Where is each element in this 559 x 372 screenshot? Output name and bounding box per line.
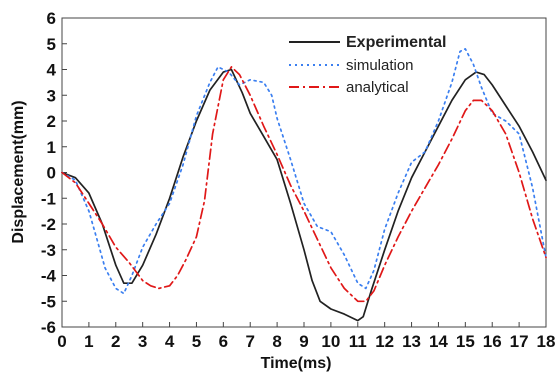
x-tick-label: 13 — [402, 332, 421, 351]
x-tick-label: 11 — [349, 332, 367, 351]
series-line-analytical — [61, 66, 547, 303]
y-tick-label: 4 — [47, 61, 57, 80]
x-tick-label: 6 — [219, 332, 228, 351]
x-tick-label: 9 — [299, 332, 308, 351]
x-tick-label: 7 — [245, 332, 254, 351]
x-axis-ticks: 0 1 2 3 4 5 6 7 8 9 10 11 12 13 14 15 16 17 18 — [57, 322, 555, 351]
y-tick-label: -4 — [41, 267, 57, 286]
x-tick-label: 14 — [429, 332, 448, 351]
y-tick-label: -2 — [41, 215, 56, 234]
y-tick-label: 3 — [47, 86, 56, 105]
series-line-experimental — [61, 68, 547, 322]
x-tick-label: 0 — [57, 332, 66, 351]
x-tick-label: 8 — [272, 332, 281, 351]
y-tick-label: 2 — [47, 112, 56, 131]
x-tick-label: 15 — [456, 332, 475, 351]
legend-label-analytical: analytical — [346, 79, 409, 96]
y-axis-title: Displacement(mm) — [10, 100, 27, 243]
y-tick-label: 1 — [47, 138, 56, 157]
y-axis-ticks: 6 5 4 3 2 1 0 -1 -2 -3 -4 -5 -6 — [41, 9, 67, 337]
x-tick-label: 4 — [165, 332, 175, 351]
x-tick-label: 17 — [510, 332, 529, 351]
legend-label-experimental: Experimental — [346, 34, 446, 51]
series-layer — [61, 48, 547, 322]
x-axis-title: Time(ms) — [261, 355, 332, 372]
legend: Experimental simulation analytical — [289, 34, 446, 96]
y-tick-label: -6 — [41, 318, 56, 337]
x-tick-label: 10 — [321, 332, 340, 351]
y-tick-label: 5 — [47, 35, 56, 54]
legend-label-simulation: simulation — [346, 57, 414, 74]
y-tick-label: -1 — [41, 189, 56, 208]
y-tick-label: -5 — [41, 292, 56, 311]
x-tick-label: 12 — [375, 332, 394, 351]
y-tick-label: -3 — [41, 241, 56, 260]
y-tick-label: 0 — [47, 164, 56, 183]
x-tick-label: 5 — [192, 332, 201, 351]
x-tick-label: 18 — [537, 332, 556, 351]
x-tick-label: 2 — [111, 332, 120, 351]
x-tick-label: 3 — [138, 332, 147, 351]
y-tick-label: 6 — [47, 9, 56, 28]
series-line-simulation — [61, 48, 547, 295]
x-tick-label: 1 — [84, 332, 93, 351]
x-tick-label: 16 — [483, 332, 502, 351]
